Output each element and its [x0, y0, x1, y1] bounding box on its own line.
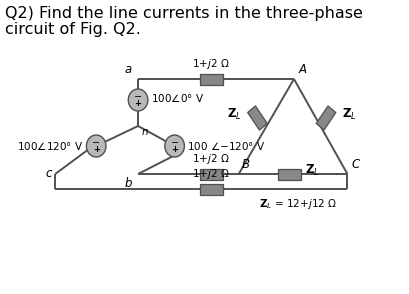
Text: 1+$j$2 $\Omega$: 1+$j$2 $\Omega$: [192, 166, 229, 181]
FancyBboxPatch shape: [277, 168, 300, 180]
Circle shape: [164, 135, 184, 157]
Text: +: +: [92, 145, 99, 154]
Text: +: +: [171, 145, 178, 154]
Text: $B$: $B$: [240, 158, 249, 171]
Circle shape: [86, 135, 106, 157]
FancyBboxPatch shape: [199, 168, 222, 180]
FancyBboxPatch shape: [315, 106, 335, 130]
Text: 100 $\angle$$-$120° V: 100 $\angle$$-$120° V: [187, 140, 265, 152]
Text: −: −: [92, 138, 100, 148]
Text: $b$: $b$: [124, 176, 133, 190]
Circle shape: [128, 89, 148, 111]
Text: $a$: $a$: [124, 63, 133, 76]
Text: $\mathbf{Z}_L$ = 12+$j$12 $\Omega$: $\mathbf{Z}_L$ = 12+$j$12 $\Omega$: [259, 197, 337, 211]
FancyBboxPatch shape: [199, 74, 222, 84]
Text: $\mathbf{Z}_L$: $\mathbf{Z}_L$: [226, 106, 241, 121]
Text: circuit of Fig. Q2.: circuit of Fig. Q2.: [5, 22, 141, 37]
Text: Q2) Find the line currents in the three-phase: Q2) Find the line currents in the three-…: [5, 6, 362, 21]
Text: 100$\angle$0° V: 100$\angle$0° V: [150, 92, 203, 104]
FancyBboxPatch shape: [199, 183, 222, 195]
Text: −: −: [170, 138, 178, 148]
Text: $C$: $C$: [350, 158, 360, 171]
Text: −: −: [134, 91, 142, 101]
FancyBboxPatch shape: [247, 106, 267, 130]
Text: 1+$j$2 $\Omega$: 1+$j$2 $\Omega$: [192, 151, 229, 166]
Text: $\mathbf{Z}_L$: $\mathbf{Z}_L$: [304, 163, 319, 178]
Text: $n$: $n$: [140, 127, 148, 137]
Text: 1+$j$2 $\Omega$: 1+$j$2 $\Omega$: [192, 56, 229, 71]
Text: $c$: $c$: [45, 166, 53, 180]
Text: +: +: [134, 99, 141, 108]
Text: $\mathbf{Z}_L$: $\mathbf{Z}_L$: [341, 106, 356, 121]
Text: 100$\angle$120° V: 100$\angle$120° V: [17, 140, 83, 152]
Text: $A$: $A$: [297, 63, 307, 76]
